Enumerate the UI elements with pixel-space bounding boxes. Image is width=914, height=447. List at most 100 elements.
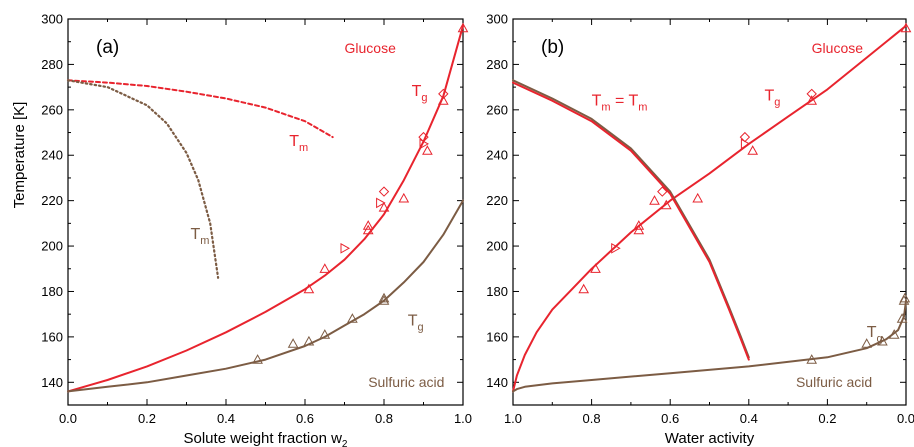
data-point-diamond [806,88,817,100]
panel-label: (a) [96,37,119,58]
annotation-text: T [867,324,877,341]
annotation-text: Glucose [812,40,864,56]
data-point-tri-right [740,138,751,150]
data-point-triangle [252,354,263,364]
annotation-sulfuric-title: Sulfuric acid [796,374,872,390]
annotation-text: T [592,92,602,109]
data-point-triangle [900,22,912,33]
annotation-glucose-tg-label: Tg [765,88,781,109]
data-point-triangle [457,22,469,33]
y-tick-label: 300 [41,12,63,27]
data-point-triangle [378,201,390,212]
annotation-glucose-tm-label: Tm [289,133,308,154]
annotation-tm-equals-tm-label: Tm = Tm [592,92,648,113]
data-point-triangle [287,338,299,348]
series-line-glucose-tg [67,24,464,393]
annotation-glucose-title: Glucose [345,40,397,56]
plot-frame [67,18,464,406]
y-tick-label: 180 [41,284,63,299]
data-point-triangle [437,95,449,105]
annotation-subscript: g [876,333,882,345]
data-point-triangle [578,283,590,294]
plot-frame [512,18,907,406]
x-tick-label: 0.0 [897,411,914,426]
data-point-tri-right [376,197,386,209]
data-point-triangle [303,335,315,346]
data-point-triangle [692,192,704,203]
x-tick-label: 0.2 [138,411,156,426]
data-point-triangle [896,313,908,323]
x-axis-title: Water activity [665,430,755,447]
x-axis-title-text: Water activity [665,430,755,447]
annotation-subscript: m [299,142,308,154]
annotation-text: Sulfuric acid [796,374,872,390]
data-point-triangle [303,283,315,294]
data-point-triangle [660,199,672,210]
data-point-tri-right [340,242,351,254]
y-tick-label: 260 [41,102,63,117]
x-tick-label: 0.4 [217,411,235,426]
annotation-sulfuric-tg-label: Tg [408,313,424,334]
data-point-diamond [657,186,668,197]
annotation-text: T [289,133,299,150]
series-line-tm-equals-tm-glucose [512,81,750,361]
data-point-triangle [378,292,390,303]
x-tick-label: 1.0 [504,411,522,426]
data-point-triangle [806,354,818,364]
y-tick-label: 160 [41,329,63,344]
y-tick-label: 200 [486,239,508,254]
x-tick-label: 0.0 [59,411,77,426]
x-axis-title: Solute weight fraction w2 [184,430,348,447]
annotation-sulfuric-tm-label: Tm [190,226,209,247]
annotation-subscript: g [417,322,423,334]
data-point-triangle [378,295,390,305]
series-line-sulfuric-tm [66,79,220,279]
data-point-triangle [899,292,911,303]
y-tick-label: 240 [41,148,63,163]
data-point-triangle [888,329,900,339]
data-point-triangle [319,263,331,273]
data-point-triangle [747,145,759,155]
data-point-triangle [590,263,601,273]
annotation-sulfuric-title: Sulfuric acid [368,374,444,390]
annotation-text: T [412,83,422,100]
y-tick-label: 240 [486,148,508,163]
y-axis-title: Temperature [K] [11,102,28,209]
data-point-triangle [633,220,645,230]
y-tick-label: 220 [486,193,508,208]
series-line-sulfuric-tg [67,199,464,393]
series-line-glucose-tg [512,24,907,393]
annotation-text: Glucose [345,40,397,56]
panel-label: (b) [541,37,564,58]
data-point-tri-right [419,138,430,150]
data-point-triangle [861,338,873,348]
x-tick-label: 0.6 [296,411,314,426]
y-tick-label: 280 [41,57,63,72]
x-tick-label: 0.6 [661,411,679,426]
y-tick-label: 300 [486,12,508,27]
data-point-triangle [633,224,645,235]
y-tick-label: 180 [486,284,508,299]
y-tick-label: 260 [486,102,508,117]
annotation-subscript: m [200,235,209,247]
y-tick-label: 140 [486,375,508,390]
annotation-sulfuric-tg-label: Tg [867,324,883,345]
y-tick-label: 280 [486,57,508,72]
annotation-subscript: g [421,92,427,104]
data-point-triangle [422,145,433,155]
data-point-triangle [362,220,374,230]
annotation-glucose-title: Glucose [812,40,864,56]
x-axis-title-text: Solute weight fraction w [184,430,343,447]
annotation-text: T [408,313,418,330]
y-tick-label: 220 [41,193,63,208]
data-point-triangle [347,313,358,323]
x-tick-label: 0.2 [818,411,836,426]
annotation-glucose-tg-label: Tg [412,83,428,104]
data-point-triangle [877,335,888,346]
annotation-subscript-2: m [638,101,647,113]
data-point-triangle [649,195,660,205]
annotation-equals: = T [611,92,639,109]
data-point-triangle [362,224,374,235]
x-tick-label: 0.4 [740,411,758,426]
